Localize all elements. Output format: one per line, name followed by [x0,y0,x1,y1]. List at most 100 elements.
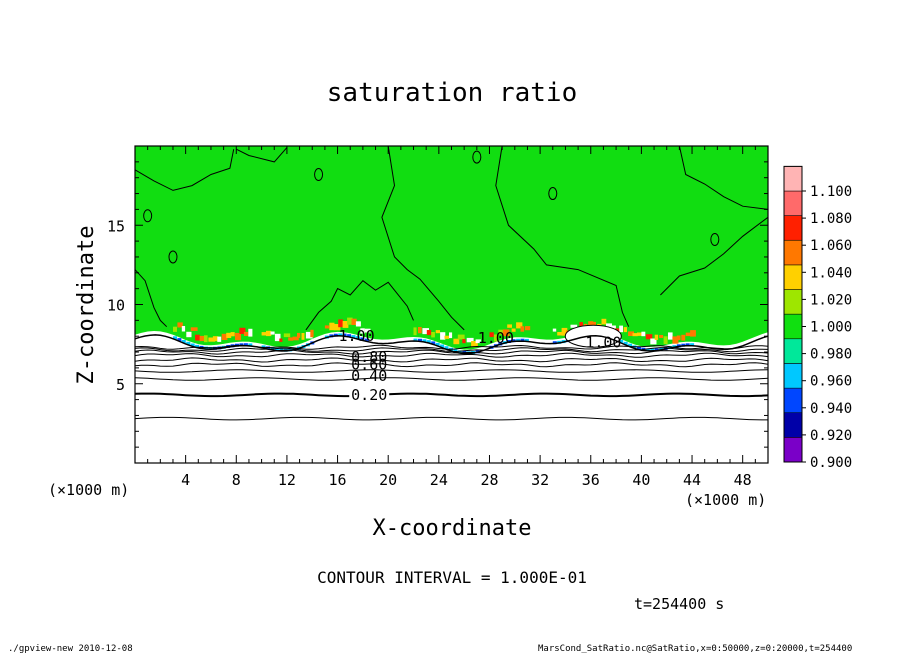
patch-supersaturated [444,335,450,339]
patch-undersaturated [177,338,182,342]
patch-supersaturated [305,331,313,339]
contour-line [134,392,769,398]
patch-undersaturated [274,348,279,351]
colorbar: 1.100 1.080 1.060 1.040 1.020 1.000 0.980 0.960… [783,165,852,471]
patch-undersaturated [347,334,352,338]
patch-undersaturated [453,349,458,353]
patch-supersaturated [301,333,305,340]
patch-undersaturated [181,340,186,343]
contour-line [495,145,630,327]
patch-supersaturated [248,328,253,337]
colorbar-swatch [783,289,803,315]
contour-closed [314,168,324,182]
patch-supersaturated [199,335,207,342]
patch-supersaturated [364,328,371,333]
contour-line [678,145,769,210]
patch-undersaturated [516,338,521,342]
patch-supersaturated [431,332,435,338]
colorbar-swatch [783,313,803,340]
patch-supersaturated [520,326,525,332]
colorbar-label: 1.020 [810,292,852,308]
x-tick-label: 40 [632,471,650,489]
patch-supersaturated [204,335,208,343]
patch-supersaturated [351,318,357,325]
patch-undersaturated [685,343,690,347]
footer-left: ./gpview-new 2010-12-08 [8,644,133,654]
patch-undersaturated [364,338,369,342]
colorbar-swatch [783,412,803,438]
patch-undersaturated [355,336,360,340]
y-axis-title: Z-coordinate [74,226,99,385]
patch-supersaturated [628,331,634,336]
patch-supersaturated [462,339,466,344]
patch-undersaturated [440,344,445,348]
contour-label: 0.80 [351,348,387,366]
patch-undersaturated [195,344,200,348]
patch-supersaturated [489,332,494,337]
patch-supersaturated [283,333,291,338]
contour-label: 0.60 [351,356,387,374]
patch-supersaturated [672,336,679,344]
patch-undersaturated [342,333,347,337]
x-tick-label: 28 [480,471,498,489]
x-tick-label: 48 [734,471,752,489]
patch-undersaturated [645,348,650,352]
patch-supersaturated [663,336,668,344]
patch-supersaturated [426,330,432,336]
contour-lines [134,145,769,421]
colorbar-swatch [783,190,803,216]
patch-supersaturated [230,332,235,337]
x-tick-label: 32 [531,471,549,489]
patch-supersaturated [570,324,578,328]
patch-supersaturated [297,332,301,338]
patch-supersaturated [212,336,219,342]
patch-supersaturated [552,328,557,332]
patch-supersaturated [623,327,627,333]
patch-undersaturated [524,338,529,342]
patch-supersaturated [270,331,275,335]
patch-supersaturated [310,329,314,338]
patch-supersaturated [266,330,272,337]
chart-title: saturation ratio [327,78,577,108]
contour-interval-text: CONTOUR INTERVAL = 1.000E-01 [317,568,587,587]
patch-supersaturated [355,321,361,327]
patch-supersaturated [186,331,192,338]
patch-undersaturated [173,336,177,340]
x-tick-label: 8 [232,471,241,489]
patch-supersaturated [466,337,474,343]
patch-supersaturated [449,332,453,339]
contour-labels: 0.200.400.600.80 1.00 1.00 1.00 [338,327,621,404]
patch-supersaturated [173,326,177,332]
colorbar-swatch [783,338,803,364]
patch-supersaturated [619,325,623,333]
patch-supersaturated [333,324,341,331]
contour-line [134,369,769,373]
patch-supersaturated [440,332,446,340]
patch-supersaturated [637,332,644,336]
patch-supersaturated [274,333,281,342]
contour-line [134,269,168,328]
contour-closed [472,150,482,164]
contour-line [134,334,769,355]
patch-supersaturated [342,321,349,328]
patch-supersaturated [685,332,691,337]
patch-undersaturated [418,338,422,342]
patch-supersaturated [654,334,659,340]
time-text: t=254400 s [634,595,724,613]
colorbar-swatch [783,166,803,192]
colorbar-label: 1.040 [810,265,852,281]
patch-supersaturated [435,330,440,334]
patch-supersaturated [601,318,607,325]
patch-undersaturated [619,339,624,343]
contour-label-bg [349,386,390,400]
patch-supersaturated [329,322,335,331]
colorbar-label: 1.060 [810,238,852,254]
contour-closed [548,187,558,201]
colorbar-swatch [783,264,803,290]
patch-supersaturated [592,321,596,326]
patch-undersaturated [190,343,195,347]
contour-label: 0.40 [351,367,387,385]
patch-supersaturated [641,331,646,337]
patch-undersaturated [457,350,462,354]
